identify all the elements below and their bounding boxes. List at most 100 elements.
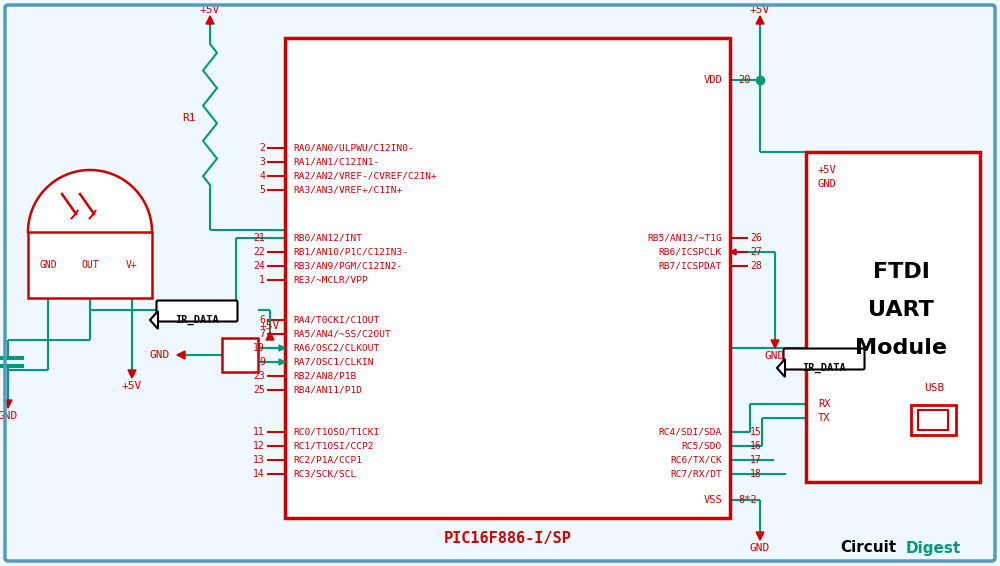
Text: 4: 4 (259, 171, 265, 181)
Text: 5: 5 (259, 185, 265, 195)
Text: RA5/AN4/~SS/C2OUT: RA5/AN4/~SS/C2OUT (293, 329, 391, 338)
Text: FTDI: FTDI (873, 262, 929, 282)
Text: +5V: +5V (818, 165, 837, 175)
Text: RB6/ICSPCLK: RB6/ICSPCLK (659, 247, 722, 256)
Text: IR_DATA: IR_DATA (175, 315, 219, 325)
Text: 2: 2 (259, 143, 265, 153)
Text: GND: GND (765, 351, 785, 361)
Bar (222, 338, 258, 372)
Text: RC2/P1A/CCP1: RC2/P1A/CCP1 (293, 456, 362, 465)
Text: 24: 24 (253, 261, 265, 271)
Text: 1: 1 (259, 275, 265, 285)
Polygon shape (756, 16, 764, 24)
Text: 14: 14 (253, 469, 265, 479)
Text: RB1/AN10/P1C/C12IN3-: RB1/AN10/P1C/C12IN3- (293, 247, 408, 256)
Text: VDD: VDD (703, 75, 722, 85)
Text: 20: 20 (738, 75, 750, 85)
Text: RA6/OSC2/CLKOUT: RA6/OSC2/CLKOUT (293, 344, 379, 353)
Text: RC1/T1OSI/CCP2: RC1/T1OSI/CCP2 (293, 441, 374, 451)
Polygon shape (771, 340, 779, 348)
Text: GND: GND (818, 179, 837, 189)
Text: +5V: +5V (260, 321, 280, 331)
Text: 17: 17 (750, 455, 762, 465)
Bar (918, 410, 948, 430)
Text: 28: 28 (750, 261, 762, 271)
Polygon shape (279, 359, 285, 365)
Text: 16: 16 (750, 441, 762, 451)
FancyBboxPatch shape (784, 349, 864, 370)
Text: GND: GND (750, 543, 770, 553)
Text: VSS: VSS (703, 495, 722, 505)
Polygon shape (777, 359, 785, 377)
Text: RB2/AN8/P1B: RB2/AN8/P1B (293, 371, 356, 380)
Text: RB5/AN13/~T1G: RB5/AN13/~T1G (647, 234, 722, 242)
Bar (806, 152, 980, 482)
Text: 25: 25 (253, 385, 265, 395)
Text: RA4/T0CKI/C1OUT: RA4/T0CKI/C1OUT (293, 315, 379, 324)
Polygon shape (71, 210, 78, 219)
Text: 13: 13 (253, 455, 265, 465)
Polygon shape (730, 249, 736, 255)
Text: Circuit: Circuit (840, 541, 896, 555)
Text: 26: 26 (750, 233, 762, 243)
Text: 10: 10 (253, 343, 265, 353)
Text: RA1/AN1/C12IN1-: RA1/AN1/C12IN1- (293, 157, 379, 166)
Bar (285, 38, 730, 518)
Text: 23: 23 (253, 371, 265, 381)
Text: +5V: +5V (122, 381, 142, 391)
Text: 7: 7 (259, 329, 265, 339)
Text: RB3/AN9/PGM/C12IN2-: RB3/AN9/PGM/C12IN2- (293, 261, 402, 271)
Text: 12: 12 (253, 441, 265, 451)
Text: 11: 11 (253, 427, 265, 437)
Text: RC3/SCK/SCL: RC3/SCK/SCL (293, 470, 356, 478)
Text: UART: UART (868, 300, 934, 320)
Text: OUT: OUT (81, 260, 99, 270)
Text: RX: RX (818, 399, 830, 409)
Text: GND: GND (150, 350, 170, 360)
Text: RC7/RX/DT: RC7/RX/DT (670, 470, 722, 478)
Text: RA0/AN0/ULPWU/C12IN0-: RA0/AN0/ULPWU/C12IN0- (293, 144, 414, 152)
Text: RC4/SDI/SDA: RC4/SDI/SDA (659, 427, 722, 436)
Polygon shape (28, 170, 152, 232)
Text: 18: 18 (750, 469, 762, 479)
Text: RA7/OSC1/CLKIN: RA7/OSC1/CLKIN (293, 358, 374, 367)
Text: GND: GND (39, 260, 57, 270)
Polygon shape (150, 311, 158, 329)
Polygon shape (4, 400, 12, 408)
Polygon shape (89, 210, 96, 219)
Text: RA2/AN2/VREF-/CVREF/C2IN+: RA2/AN2/VREF-/CVREF/C2IN+ (293, 171, 437, 181)
Text: Module: Module (855, 338, 947, 358)
Text: 6: 6 (259, 315, 265, 325)
Polygon shape (266, 332, 274, 340)
Text: RC6/TX/CK: RC6/TX/CK (670, 456, 722, 465)
Text: 27: 27 (750, 247, 762, 257)
Text: RB4/AN11/P1D: RB4/AN11/P1D (293, 385, 362, 395)
Text: 21: 21 (253, 233, 265, 243)
Text: Digest: Digest (906, 541, 961, 555)
Text: RB7/ICSPDAT: RB7/ICSPDAT (659, 261, 722, 271)
Text: TX: TX (818, 413, 830, 423)
Text: USB: USB (924, 383, 944, 393)
Bar (911, 405, 956, 435)
Text: 3: 3 (259, 157, 265, 167)
Text: IR_DATA: IR_DATA (802, 363, 846, 373)
Text: 15: 15 (750, 427, 762, 437)
Polygon shape (756, 532, 764, 540)
Text: +5V: +5V (200, 5, 220, 15)
Text: RC0/T1OSO/T1CKI: RC0/T1OSO/T1CKI (293, 427, 379, 436)
Text: RC5/SDO: RC5/SDO (682, 441, 722, 451)
FancyBboxPatch shape (156, 301, 238, 321)
Polygon shape (128, 370, 136, 378)
Text: 9: 9 (259, 357, 265, 367)
Polygon shape (206, 16, 214, 24)
Text: GND: GND (0, 411, 18, 421)
Polygon shape (177, 351, 185, 359)
Text: +5V: +5V (750, 5, 770, 15)
Text: RA3/AN3/VREF+/C1IN+: RA3/AN3/VREF+/C1IN+ (293, 186, 402, 195)
Text: 22: 22 (253, 247, 265, 257)
Text: V+: V+ (126, 260, 138, 270)
Text: RE3/~MCLR/VPP: RE3/~MCLR/VPP (293, 276, 368, 285)
Text: R1: R1 (182, 113, 196, 123)
Text: 8*2: 8*2 (738, 495, 757, 505)
Text: RB0/AN12/INT: RB0/AN12/INT (293, 234, 362, 242)
